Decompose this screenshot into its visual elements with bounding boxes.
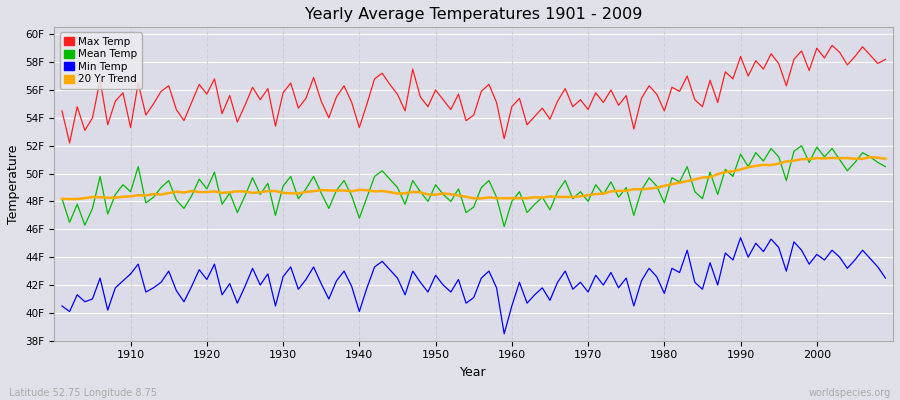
Text: worldspecies.org: worldspecies.org <box>809 388 891 398</box>
X-axis label: Year: Year <box>461 366 487 379</box>
Legend: Max Temp, Mean Temp, Min Temp, 20 Yr Trend: Max Temp, Mean Temp, Min Temp, 20 Yr Tre… <box>59 32 141 89</box>
Text: Latitude 52.75 Longitude 8.75: Latitude 52.75 Longitude 8.75 <box>9 388 157 398</box>
Title: Yearly Average Temperatures 1901 - 2009: Yearly Average Temperatures 1901 - 2009 <box>305 7 643 22</box>
Y-axis label: Temperature: Temperature <box>7 144 20 224</box>
